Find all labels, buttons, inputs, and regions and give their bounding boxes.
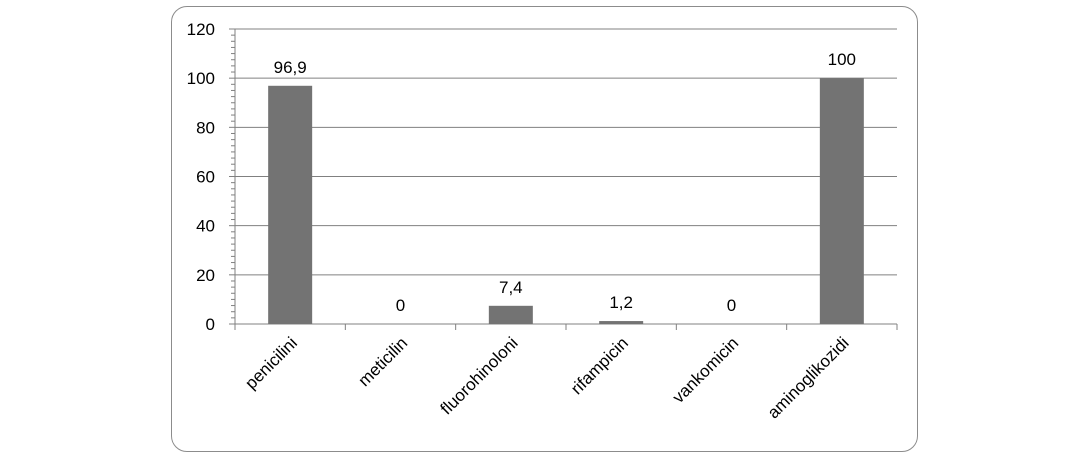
data-label: 7,4	[499, 278, 523, 297]
gridlines	[235, 28, 897, 276]
category-label: rifampicin	[567, 333, 632, 398]
bar	[599, 321, 644, 324]
bars	[268, 78, 864, 325]
category-label: aminoglikozidi	[764, 333, 853, 422]
bar	[819, 78, 864, 325]
y-tick-label: 60	[196, 168, 215, 187]
y-tick-label: 20	[196, 266, 215, 285]
bar	[488, 305, 533, 324]
y-tick-label: 0	[206, 315, 215, 334]
data-label: 96,9	[274, 58, 307, 77]
category-label: penicilini	[241, 333, 301, 393]
y-tick-label: 100	[187, 69, 215, 88]
y-tick-label: 40	[196, 217, 215, 236]
category-label: vankomicin	[669, 333, 743, 407]
data-label: 0	[727, 296, 736, 315]
y-tick-label: 80	[196, 118, 215, 137]
data-label: 0	[396, 296, 405, 315]
category-label: meticilin	[354, 333, 411, 390]
axes	[229, 28, 898, 330]
y-tick-label: 120	[187, 20, 215, 39]
data-label: 100	[828, 50, 856, 69]
category-label: fluorohinoloni	[437, 333, 522, 418]
data-label: 1,2	[609, 293, 633, 312]
bar	[268, 85, 313, 324]
